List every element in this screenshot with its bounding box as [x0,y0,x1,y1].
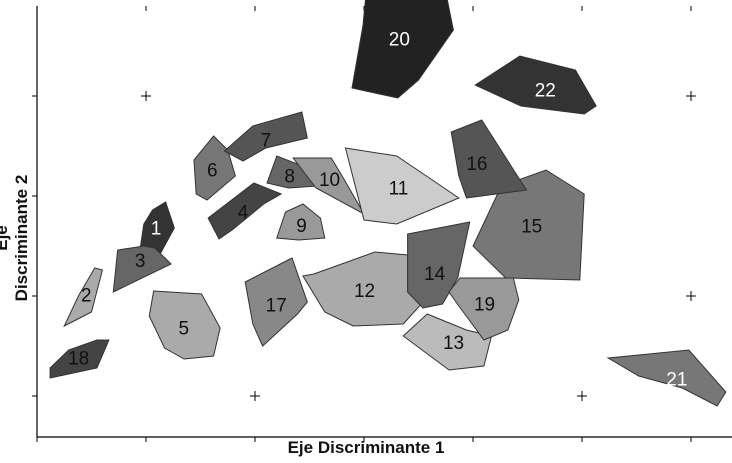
region-10-shape [292,157,366,216]
region-14: 14 [407,221,471,309]
region-6: 6 [193,135,236,201]
region-10-label: 10 [319,170,340,191]
region-6-label: 6 [207,160,218,181]
region-19: 19 [448,277,520,341]
plus-marker [577,391,587,401]
region-18-label: 18 [68,348,89,369]
region-21-label: 21 [666,369,687,390]
region-11-shape [344,147,460,225]
region-11-label: 11 [389,178,409,199]
region-15-shape [472,169,585,281]
region-14-shape [407,221,471,309]
region-16-shape [450,119,528,199]
region-7-label: 7 [261,130,272,151]
region-1-label: 1 [151,219,162,240]
region-12-label: 12 [354,281,375,302]
region-4-label: 4 [238,202,249,223]
region-16-label: 16 [466,154,487,175]
region-9-label: 9 [296,216,307,237]
reference-markers [141,91,696,401]
region-9-shape [276,203,326,241]
region-7: 7 [223,111,308,162]
region-22: 22 [474,55,597,115]
region-7-shape [223,111,308,162]
region-2-shape [63,267,104,328]
region-11: 11 [344,147,460,225]
region-4: 4 [207,182,283,240]
plus-marker [686,291,696,301]
region-3-shape [112,245,172,293]
region-5-shape [148,290,221,360]
region-9: 9 [276,203,326,241]
plus-marker [141,91,151,101]
region-3: 3 [112,245,172,293]
region-19-shape [448,277,520,341]
region-12: 12 [302,251,426,327]
region-18-shape [49,339,110,379]
plus-marker [686,91,696,101]
region-20: 20 [351,0,454,99]
plot-axes [32,6,732,442]
region-5-label: 5 [179,318,190,339]
x-axis-label: Eje Discriminante 1 [287,438,445,457]
region-21-shape [606,349,727,407]
region-15-label: 15 [521,217,542,238]
region-20-label: 20 [389,29,410,50]
region-17: 17 [244,257,308,347]
region-8-label: 8 [284,166,295,187]
region-4-shape [207,182,283,240]
region-2: 2 [63,267,104,328]
region-2-label: 2 [81,285,92,306]
region-21: 21 [606,349,727,407]
region-17-shape [244,257,308,347]
region-18: 18 [49,339,110,379]
region-20-shape [351,0,454,99]
region-13-label: 13 [443,333,464,354]
region-15: 15 [472,169,585,281]
region-22-label: 22 [535,81,556,102]
y-axis-label: Eje Discriminante 2 [0,174,31,302]
region-14-label: 14 [424,264,446,285]
plus-marker [250,391,260,401]
region-10: 10 [292,157,366,216]
region-16: 16 [450,119,528,199]
region-22-shape [474,55,597,115]
region-5: 5 [148,290,221,360]
region-3-label: 3 [135,251,146,272]
region-12-shape [302,251,426,327]
region-17-label: 17 [266,295,287,316]
region-19-label: 19 [474,294,495,315]
